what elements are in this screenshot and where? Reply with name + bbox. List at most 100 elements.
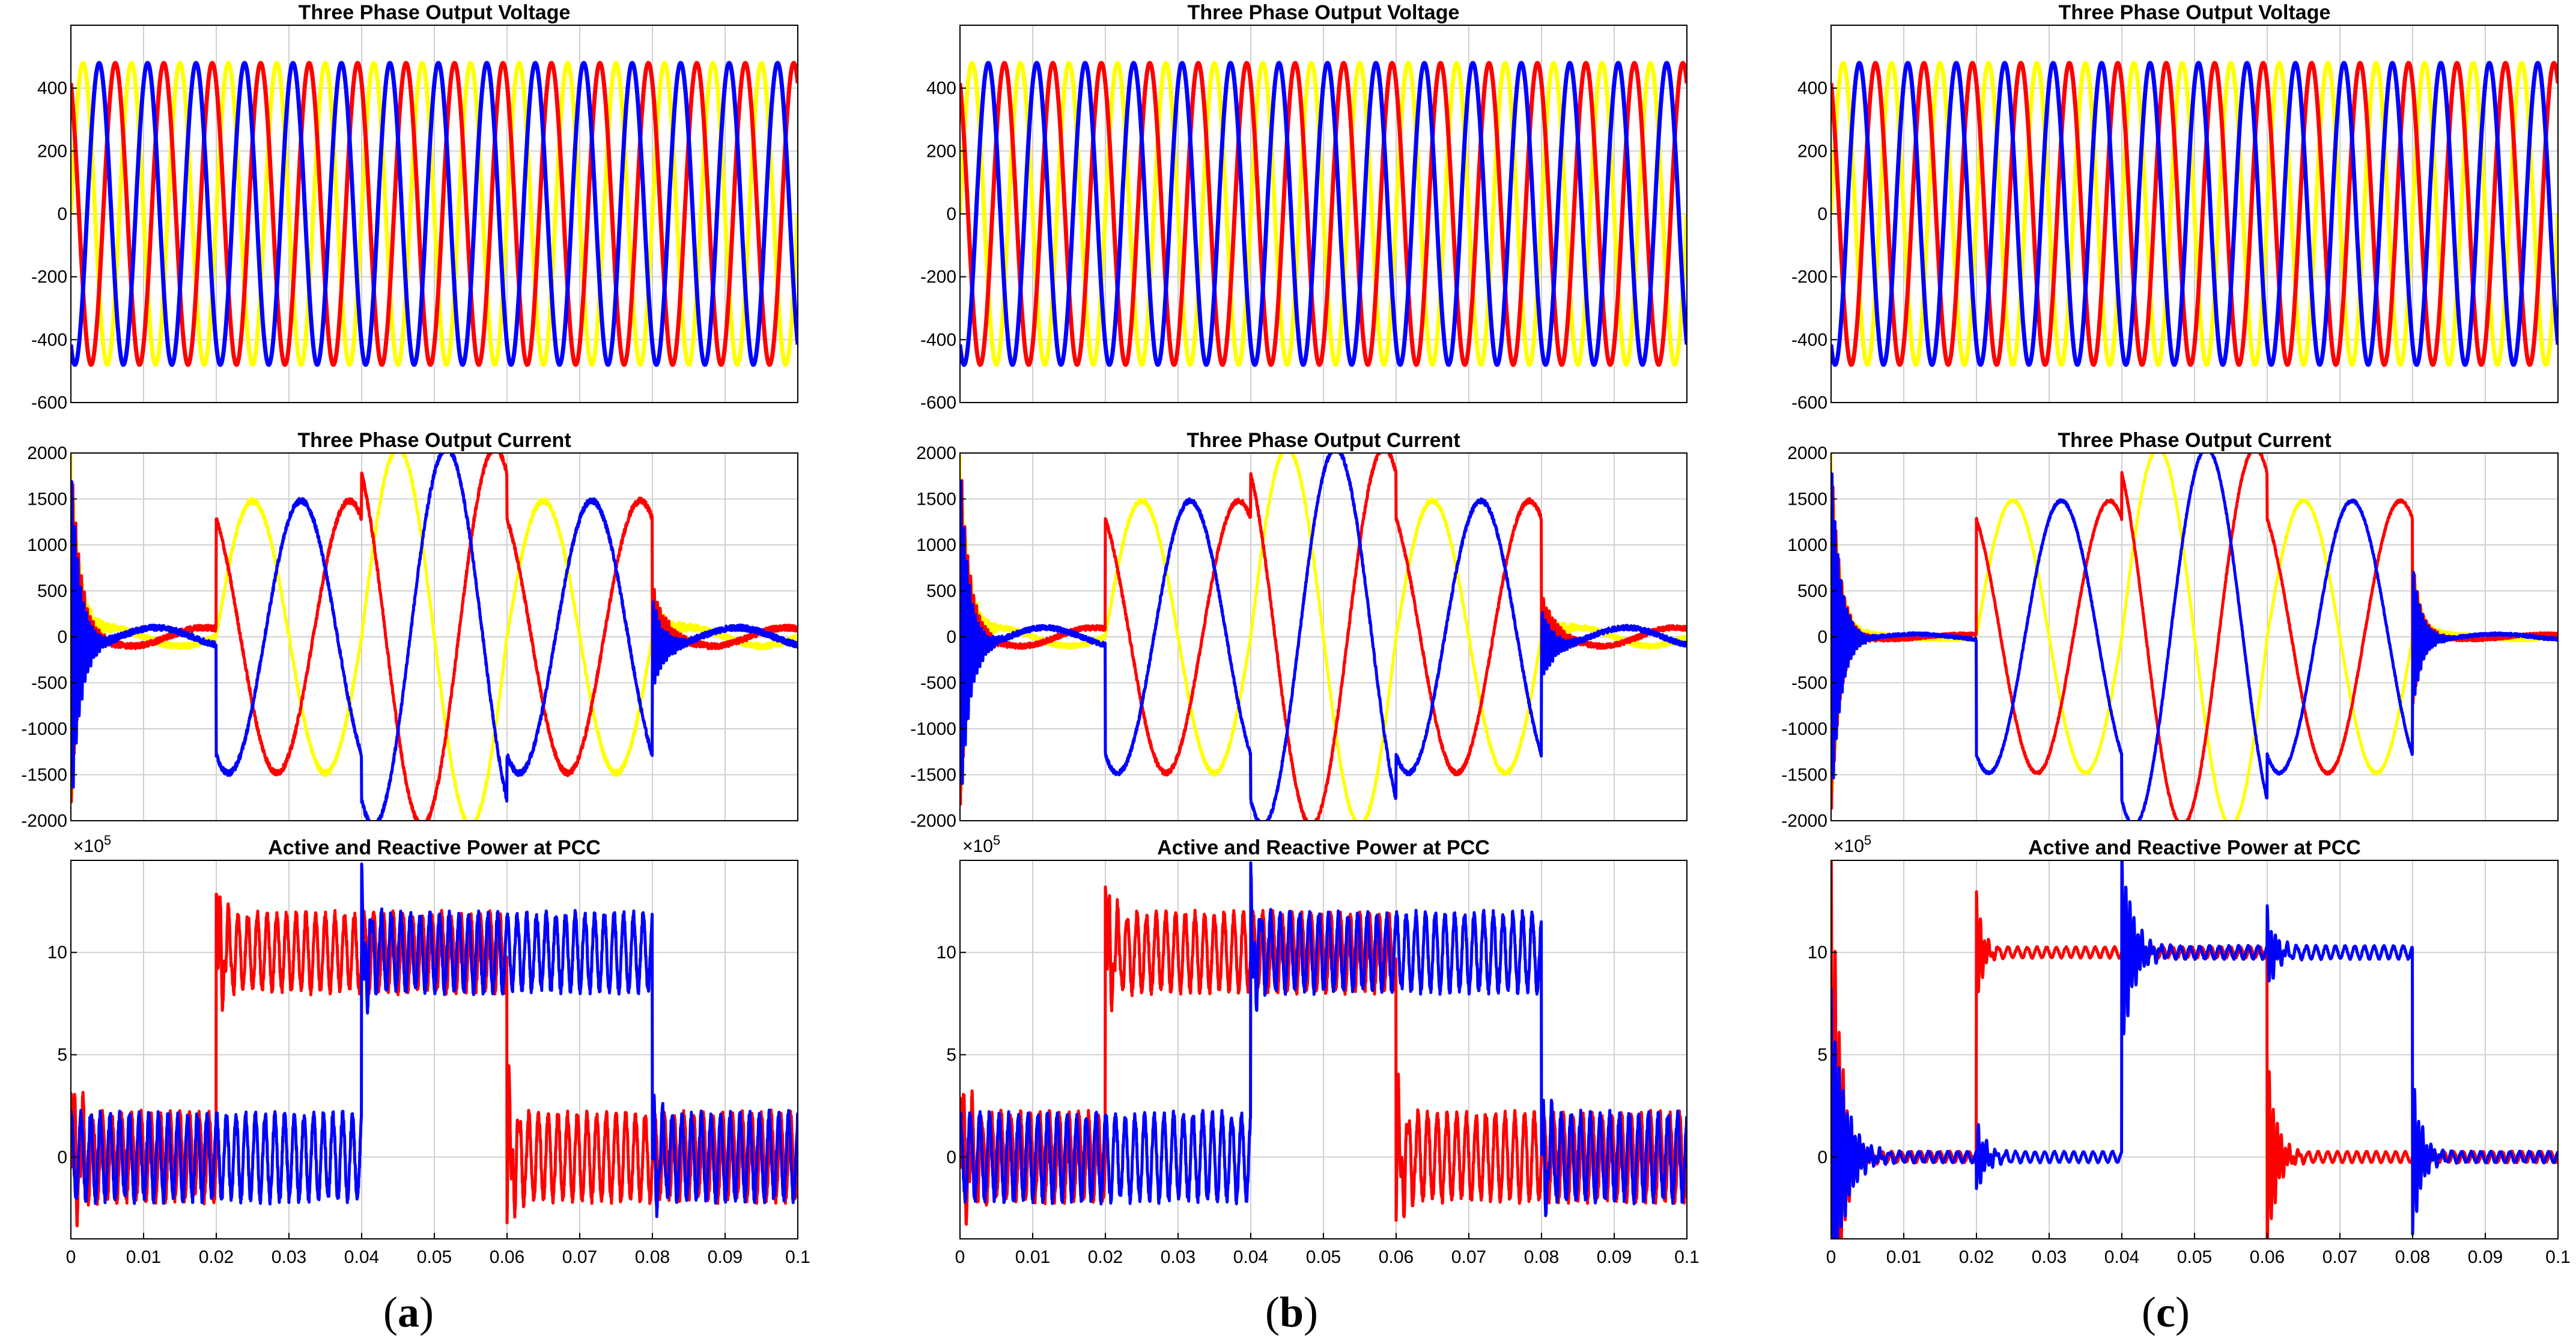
x-tick-label: 0.06 bbox=[2250, 1247, 2285, 1267]
series-group bbox=[71, 453, 798, 821]
x-tick-label: 0.02 bbox=[199, 1247, 234, 1267]
y-tick-label: 400 bbox=[37, 79, 67, 99]
x-tick-label: 0 bbox=[955, 1247, 965, 1267]
y-tick-label: 0 bbox=[57, 204, 67, 224]
series-phase-blue bbox=[960, 453, 1687, 821]
series-phase-blue bbox=[71, 61, 798, 367]
y-tick-label: -500 bbox=[920, 674, 956, 693]
series-phase-blue bbox=[1831, 61, 2558, 367]
x-tick-label: 0.04 bbox=[2104, 1247, 2139, 1267]
x-tick-label: 0.1 bbox=[1674, 1247, 1700, 1267]
x-tick-label: 0.07 bbox=[1451, 1247, 1486, 1267]
y-tick-label: 500 bbox=[926, 582, 956, 601]
y-tick-label: 2000 bbox=[1787, 443, 1827, 463]
series-reactive-power bbox=[71, 862, 798, 1218]
y-tick-label: -2000 bbox=[1781, 811, 1827, 831]
panel-a-power: Active and Reactive Power at PCC 10 5 0 0 0.0… bbox=[47, 833, 810, 1267]
panel-c-voltage: Three Phase Output Voltage 400 200 0 -200 -40… bbox=[1791, 1, 2559, 413]
x-tick-label: 0.01 bbox=[126, 1247, 161, 1267]
x-tick-label: 0.05 bbox=[2177, 1247, 2212, 1267]
axis-exponent-label: ×105 bbox=[962, 833, 1000, 856]
y-tick-label: -2000 bbox=[21, 811, 67, 831]
series-phase-red bbox=[1831, 61, 2558, 367]
chart-title: Three Phase Output Current bbox=[297, 429, 571, 452]
y-tick-label: -500 bbox=[31, 674, 67, 693]
x-tick-label: 0.1 bbox=[785, 1247, 810, 1267]
y-tick-label: 0 bbox=[946, 1148, 956, 1167]
series-phase-yellow bbox=[960, 61, 1687, 367]
series-group bbox=[960, 453, 1687, 821]
y-tick-label: 0 bbox=[946, 204, 956, 224]
panel-c-power: Active and Reactive Power at PCC 10 5 0 0 0.0… bbox=[1808, 833, 2571, 1267]
y-tick-label: -600 bbox=[920, 393, 956, 413]
panel-b-power: Active and Reactive Power at PCC 10 5 0 0 0.0… bbox=[937, 833, 1700, 1267]
y-tick-label: -1000 bbox=[910, 719, 956, 739]
y-tick-label: -200 bbox=[31, 267, 67, 287]
axis-exponent-power: 5 bbox=[993, 833, 1000, 848]
y-tick-label: -600 bbox=[1791, 393, 1827, 413]
x-tick-label: 0 bbox=[66, 1247, 76, 1267]
x-tick-label: 0.04 bbox=[344, 1247, 379, 1267]
x-tick-label: 0.09 bbox=[708, 1247, 743, 1267]
panel-caption: (b) bbox=[1265, 1288, 1318, 1336]
series-phase-blue bbox=[1831, 453, 2558, 821]
axis-exponent-label: ×105 bbox=[1833, 833, 1871, 856]
series-phase-blue bbox=[71, 453, 798, 821]
caption-close: ) bbox=[2175, 1288, 2190, 1336]
y-tick-label: 200 bbox=[37, 141, 67, 161]
chart-title: Three Phase Output Voltage bbox=[299, 1, 571, 24]
caption-close: ) bbox=[1304, 1288, 1318, 1336]
y-tick-label: 2000 bbox=[27, 443, 67, 463]
series-group bbox=[71, 862, 798, 1227]
series-phase-red bbox=[71, 61, 798, 367]
y-tick-label: -200 bbox=[1791, 267, 1827, 287]
series-phase-blue bbox=[960, 61, 1687, 367]
caption-letter: a bbox=[398, 1288, 419, 1336]
y-tick-label: 1000 bbox=[1787, 535, 1827, 555]
y-tick-label: -400 bbox=[31, 330, 67, 350]
axis-exponent-power: 5 bbox=[104, 833, 111, 848]
y-tick-label: 10 bbox=[1808, 943, 1827, 962]
series-phase-red bbox=[960, 453, 1687, 821]
chart-title: Active and Reactive Power at PCC bbox=[268, 836, 601, 859]
x-tick-label: 0.04 bbox=[1233, 1247, 1268, 1267]
y-tick-label: 1500 bbox=[916, 490, 956, 509]
y-tick-label: -1500 bbox=[910, 765, 956, 785]
y-tick-label: -600 bbox=[31, 393, 67, 413]
series-group bbox=[960, 61, 1687, 367]
series-group bbox=[960, 861, 1687, 1226]
y-tick-label: 1000 bbox=[27, 535, 67, 555]
caption-open: ( bbox=[1265, 1288, 1280, 1336]
x-tick-label: 0.08 bbox=[1524, 1247, 1559, 1267]
series-phase-yellow bbox=[1831, 61, 2558, 367]
y-tick-label: 0 bbox=[946, 627, 956, 647]
y-tick-label: -200 bbox=[920, 267, 956, 287]
y-tick-label: 500 bbox=[37, 582, 67, 601]
chart-title: Three Phase Output Voltage bbox=[2059, 1, 2331, 24]
x-tick-label: 0.03 bbox=[272, 1247, 306, 1267]
y-tick-label: 0 bbox=[1817, 204, 1827, 224]
x-tick-label: 0.03 bbox=[2032, 1247, 2067, 1267]
axis-exponent-label: ×105 bbox=[73, 833, 111, 856]
y-tick-label: 1000 bbox=[916, 535, 956, 555]
x-tick-label: 0.02 bbox=[1088, 1247, 1123, 1267]
y-tick-label: -1000 bbox=[1781, 719, 1827, 739]
series-reactive-power bbox=[1831, 860, 2558, 1239]
panel-caption: (a) bbox=[383, 1288, 434, 1336]
y-tick-label: -1500 bbox=[21, 765, 67, 785]
y-tick-label: 1500 bbox=[27, 490, 67, 509]
caption-open: ( bbox=[383, 1288, 398, 1336]
x-tick-label: 0.01 bbox=[1886, 1247, 1921, 1267]
y-tick-label: 400 bbox=[1797, 79, 1827, 99]
x-tick-label: 0.08 bbox=[2395, 1247, 2430, 1267]
panel-a-current: Three Phase Output Current 2000 1500 1000 50… bbox=[21, 429, 798, 831]
chart-title: Active and Reactive Power at PCC bbox=[2028, 836, 2361, 859]
caption-letter: c bbox=[2156, 1288, 2175, 1336]
panel-caption: (c) bbox=[2142, 1288, 2190, 1336]
caption-open: ( bbox=[2142, 1288, 2156, 1336]
series-group bbox=[1831, 453, 2558, 821]
y-tick-label: 5 bbox=[946, 1045, 956, 1065]
y-tick-label: 200 bbox=[1797, 141, 1827, 161]
x-tick-label: 0.05 bbox=[1306, 1247, 1341, 1267]
series-phase-yellow bbox=[960, 453, 1687, 821]
